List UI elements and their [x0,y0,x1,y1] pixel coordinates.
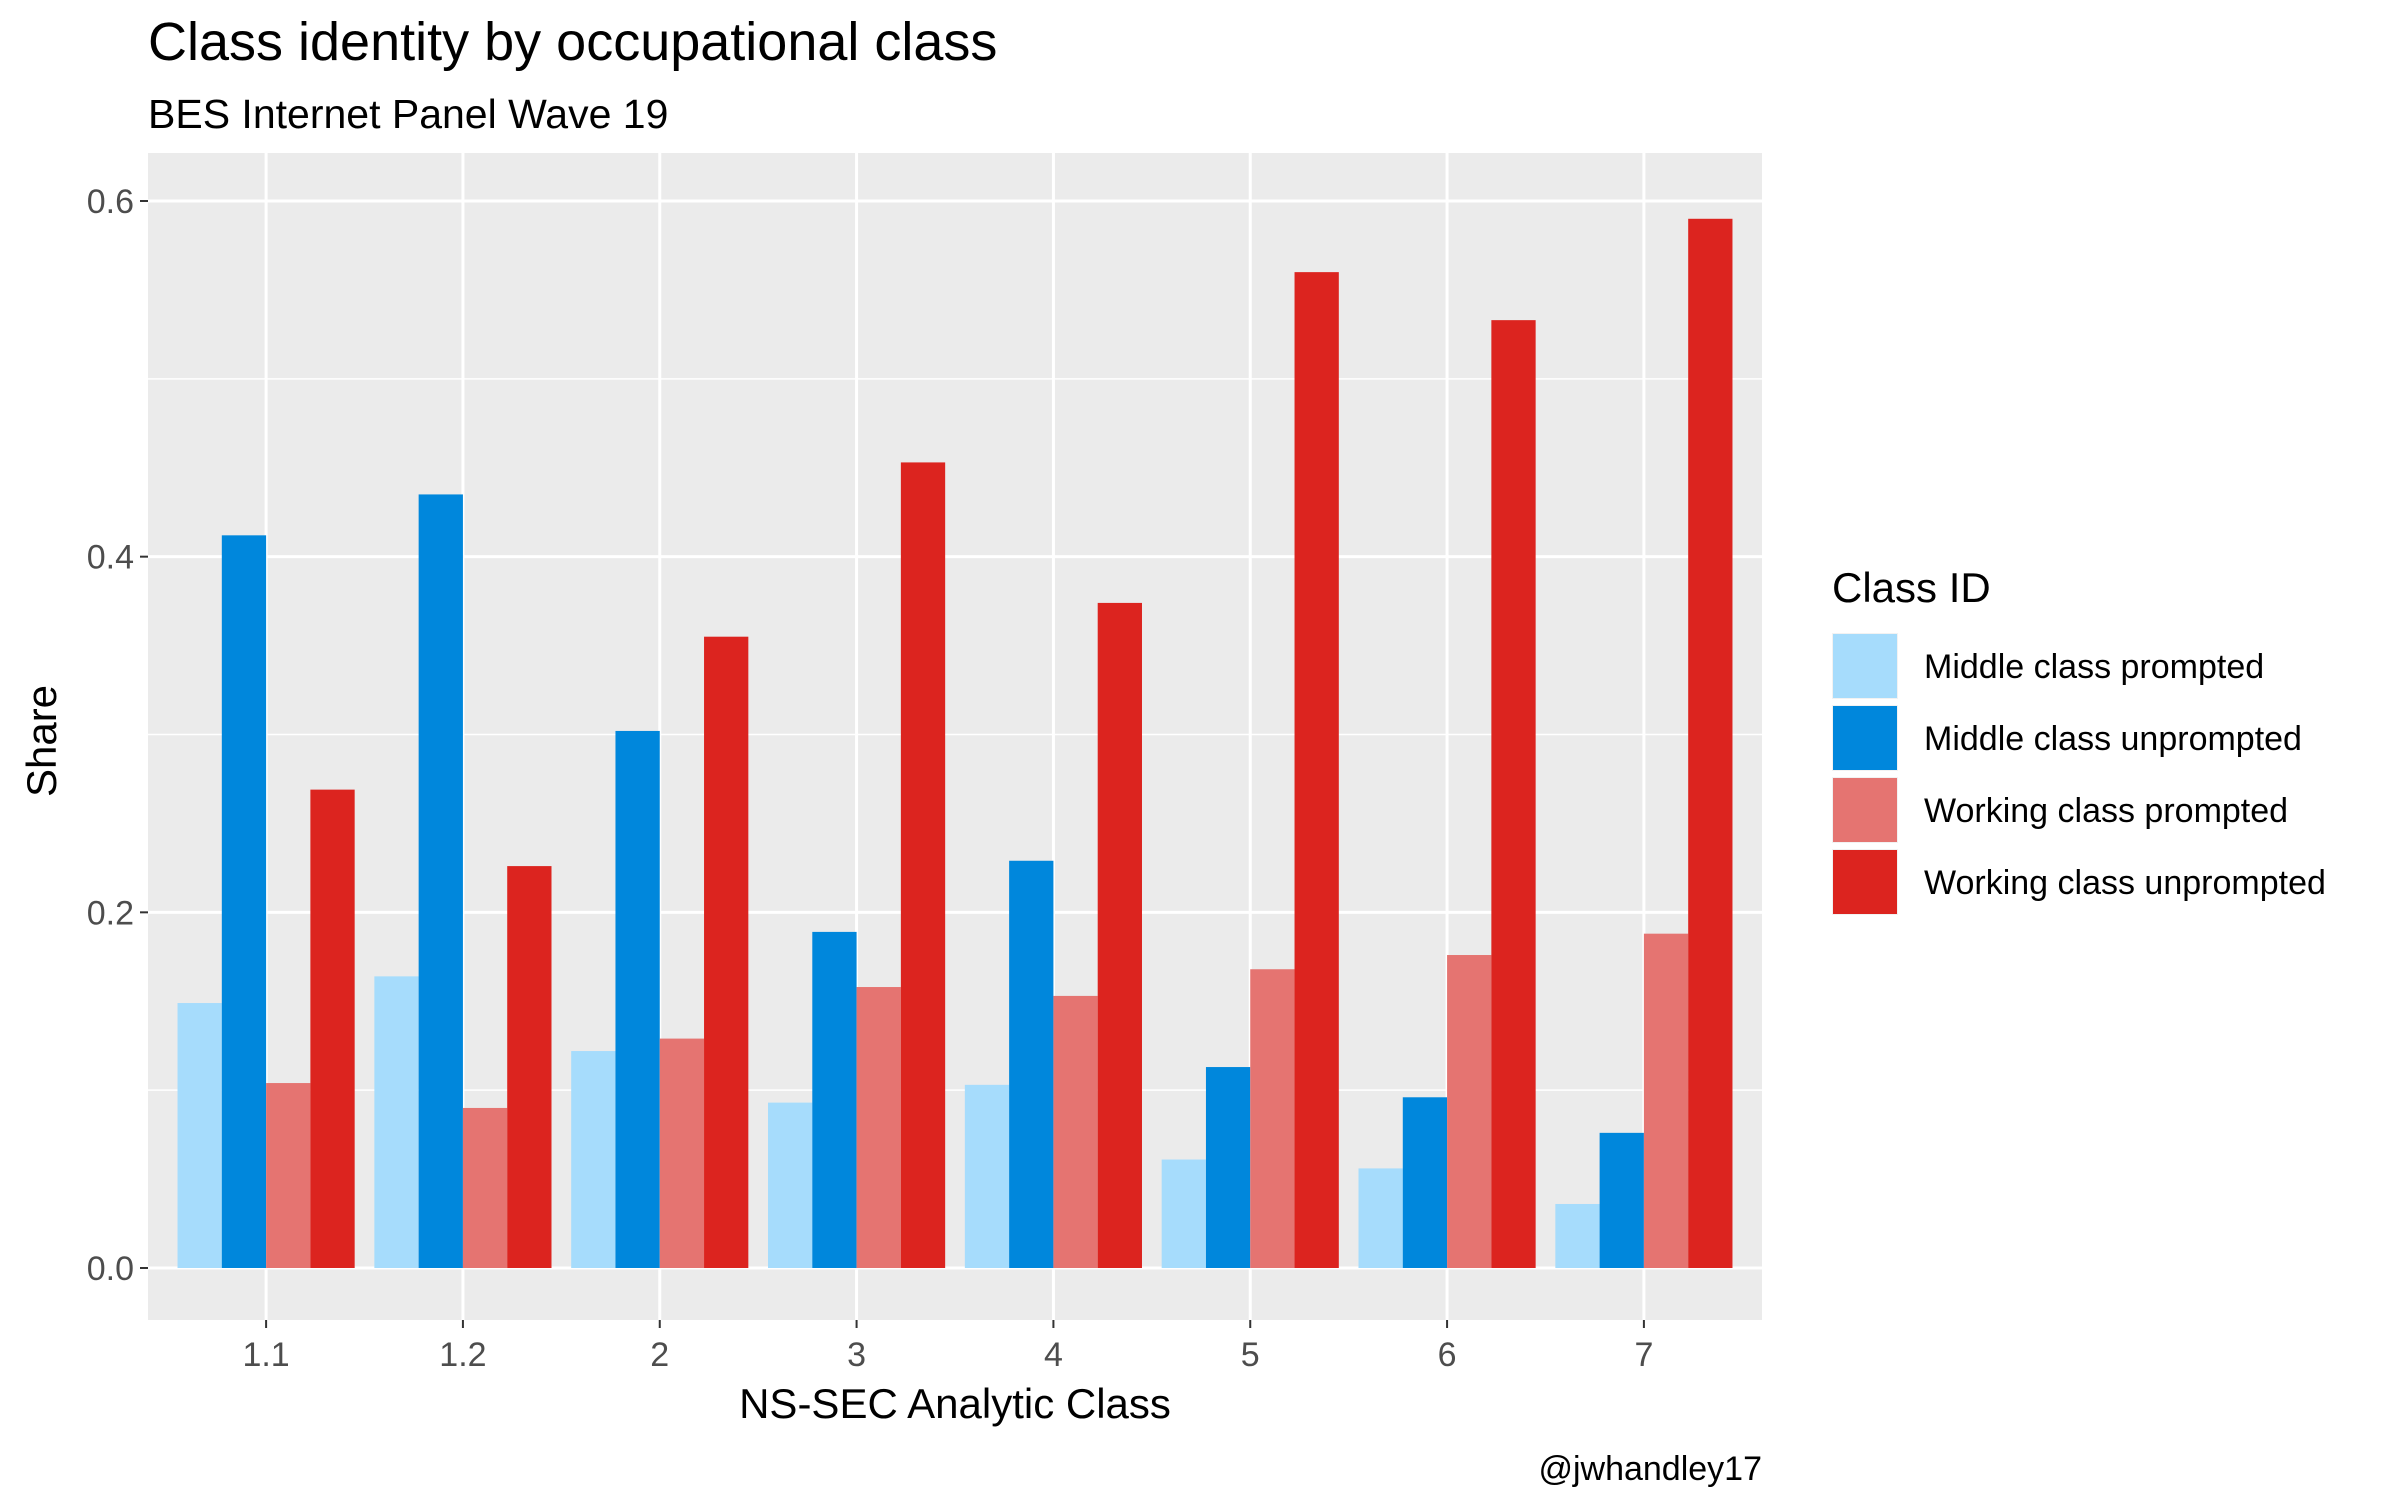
legend-label: Working class prompted [1924,792,2288,830]
legend-label: Middle class unprompted [1924,720,2302,758]
bar [900,462,946,1268]
bar [1688,218,1733,1269]
legend-swatch [1833,850,1897,914]
bar [221,535,267,1268]
bar [374,976,419,1268]
x-tick-label: 7 [1634,1336,1653,1374]
bar [704,636,749,1268]
bar [1250,969,1295,1268]
y-axis: 0.0 0.2 0.4 0.6 [87,183,148,1288]
bar [1447,955,1492,1268]
x-axis: 1.1 1.2 2 3 4 5 6 7 [242,1320,1653,1374]
x-tick-label: 2 [650,1336,669,1374]
legend-label: Middle class prompted [1924,648,2264,686]
legend-title: Class ID [1832,564,1991,611]
bar [856,987,901,1268]
chart-subtitle: BES Internet Panel Wave 19 [148,91,668,137]
bar [462,1107,508,1268]
bar [1097,602,1142,1268]
x-tick-label: 3 [847,1336,866,1374]
x-axis-title: NS-SEC Analytic Class [739,1380,1171,1427]
bar [1358,1168,1403,1268]
legend-swatch [1833,778,1897,842]
bar [177,1003,222,1268]
bar [571,1051,616,1268]
y-tick-label: 0.0 [87,1250,134,1288]
y-tick-label: 0.6 [87,183,134,221]
x-tick-label: 1.2 [439,1336,486,1374]
bar [1491,320,1536,1269]
bar [1161,1159,1206,1268]
bar [418,494,463,1268]
bar [507,866,552,1268]
bar [659,1038,705,1268]
bar [964,1084,1010,1268]
y-tick-label: 0.4 [87,539,134,577]
chart-title: Class identity by occupational class [148,12,997,72]
x-tick-label: 6 [1438,1336,1457,1374]
bar [310,789,355,1268]
x-tick-label: 4 [1044,1336,1063,1374]
bar [1009,860,1054,1268]
x-tick-label: 5 [1241,1336,1260,1374]
bar [1205,1067,1251,1268]
bar [1643,933,1689,1268]
y-axis-title: Share [18,685,65,797]
bar [266,1083,311,1268]
caption: @jwhandley17 [1538,1450,1762,1488]
legend-label: Working class unprompted [1924,864,2326,902]
bar [768,1102,813,1268]
legend-swatch [1833,706,1897,770]
y-tick-label: 0.2 [87,894,134,932]
bar [615,730,660,1268]
legend: Middle class prompted Middle class unprom… [1832,633,2326,915]
bar [812,931,857,1268]
bar [1599,1132,1644,1268]
bar [1555,1203,1600,1268]
legend-swatch [1833,634,1897,698]
bar [1402,1097,1448,1268]
x-tick-label: 1.1 [242,1336,289,1374]
bar [1053,995,1098,1268]
bars [177,218,1733,1269]
bar [1294,272,1339,1269]
